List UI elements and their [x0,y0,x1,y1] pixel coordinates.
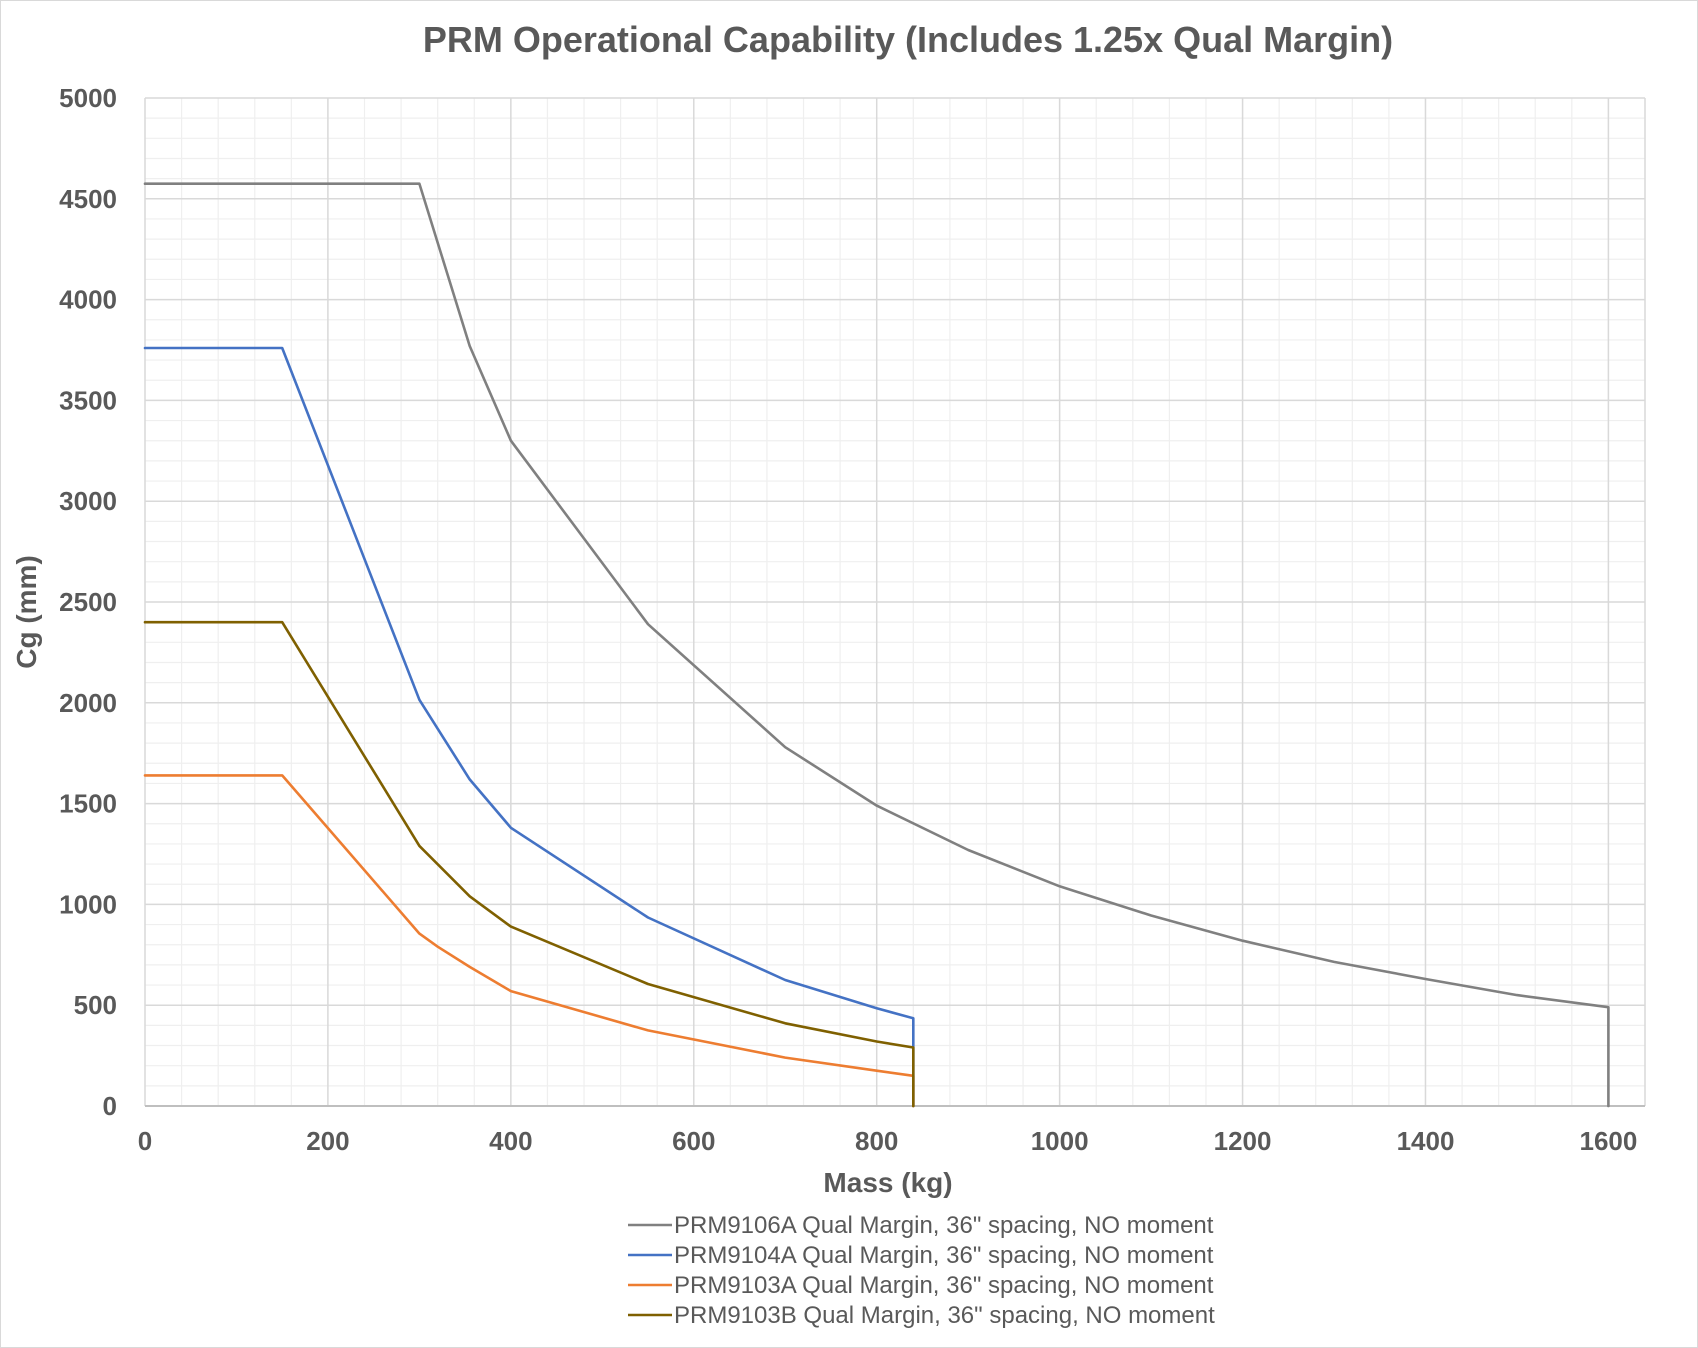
x-tick-label: 1000 [1031,1126,1089,1156]
y-tick-label: 500 [74,990,117,1020]
series-lines [143,182,1610,1108]
series-line-4 [143,620,915,1108]
x-tick-label: 1600 [1579,1126,1637,1156]
y-tick-label: 4000 [59,285,117,315]
major-gridlines [144,97,1646,1107]
y-tick-label: 5000 [59,83,117,113]
y-tick-label: 2500 [59,587,117,617]
y-tick-label: 1000 [59,889,117,919]
x-tick-label: 1200 [1214,1126,1272,1156]
x-axis-title: Mass (kg) [823,1167,952,1198]
y-tick-label: 4500 [59,184,117,214]
legend: PRM9106A Qual Margin, 36" spacing, NO mo… [628,1212,1215,1329]
x-tick-label: 400 [489,1126,532,1156]
y-tick-labels: 0 500 1000 1500 2000 2500 3000 3500 4000 4500 5000 [59,83,117,1121]
y-tick-label: 0 [103,1091,117,1121]
x-tick-label: 200 [306,1126,349,1156]
x-tick-label: 0 [138,1126,152,1156]
legend-entry-label: PRM9104A Qual Margin, 36" spacing, NO mo… [674,1242,1214,1269]
x-tick-label: 1400 [1397,1126,1455,1156]
y-tick-label: 3500 [59,385,117,415]
chart-title: PRM Operational Capability (Includes 1.2… [423,19,1393,60]
x-tick-labels: 0 200 400 600 800 1000 1200 1400 1600 [138,1126,1638,1156]
y-tick-label: 2000 [59,688,117,718]
legend-entry-label: PRM9103A Qual Margin, 36" spacing, NO mo… [674,1272,1214,1299]
legend-entry-label: PRM9103B Qual Margin, 36" spacing, NO mo… [674,1302,1215,1329]
series-line-3 [143,774,915,1108]
y-tick-label: 3000 [59,486,117,516]
series-line-2 [143,346,915,1108]
legend-entry-label: PRM9106A Qual Margin, 36" spacing, NO mo… [674,1212,1214,1239]
y-axis-title: Cg (mm) [11,555,42,669]
x-tick-label: 800 [855,1126,898,1156]
series-line-1 [143,182,1610,1108]
x-tick-label: 600 [672,1126,715,1156]
y-tick-label: 1500 [59,789,117,819]
